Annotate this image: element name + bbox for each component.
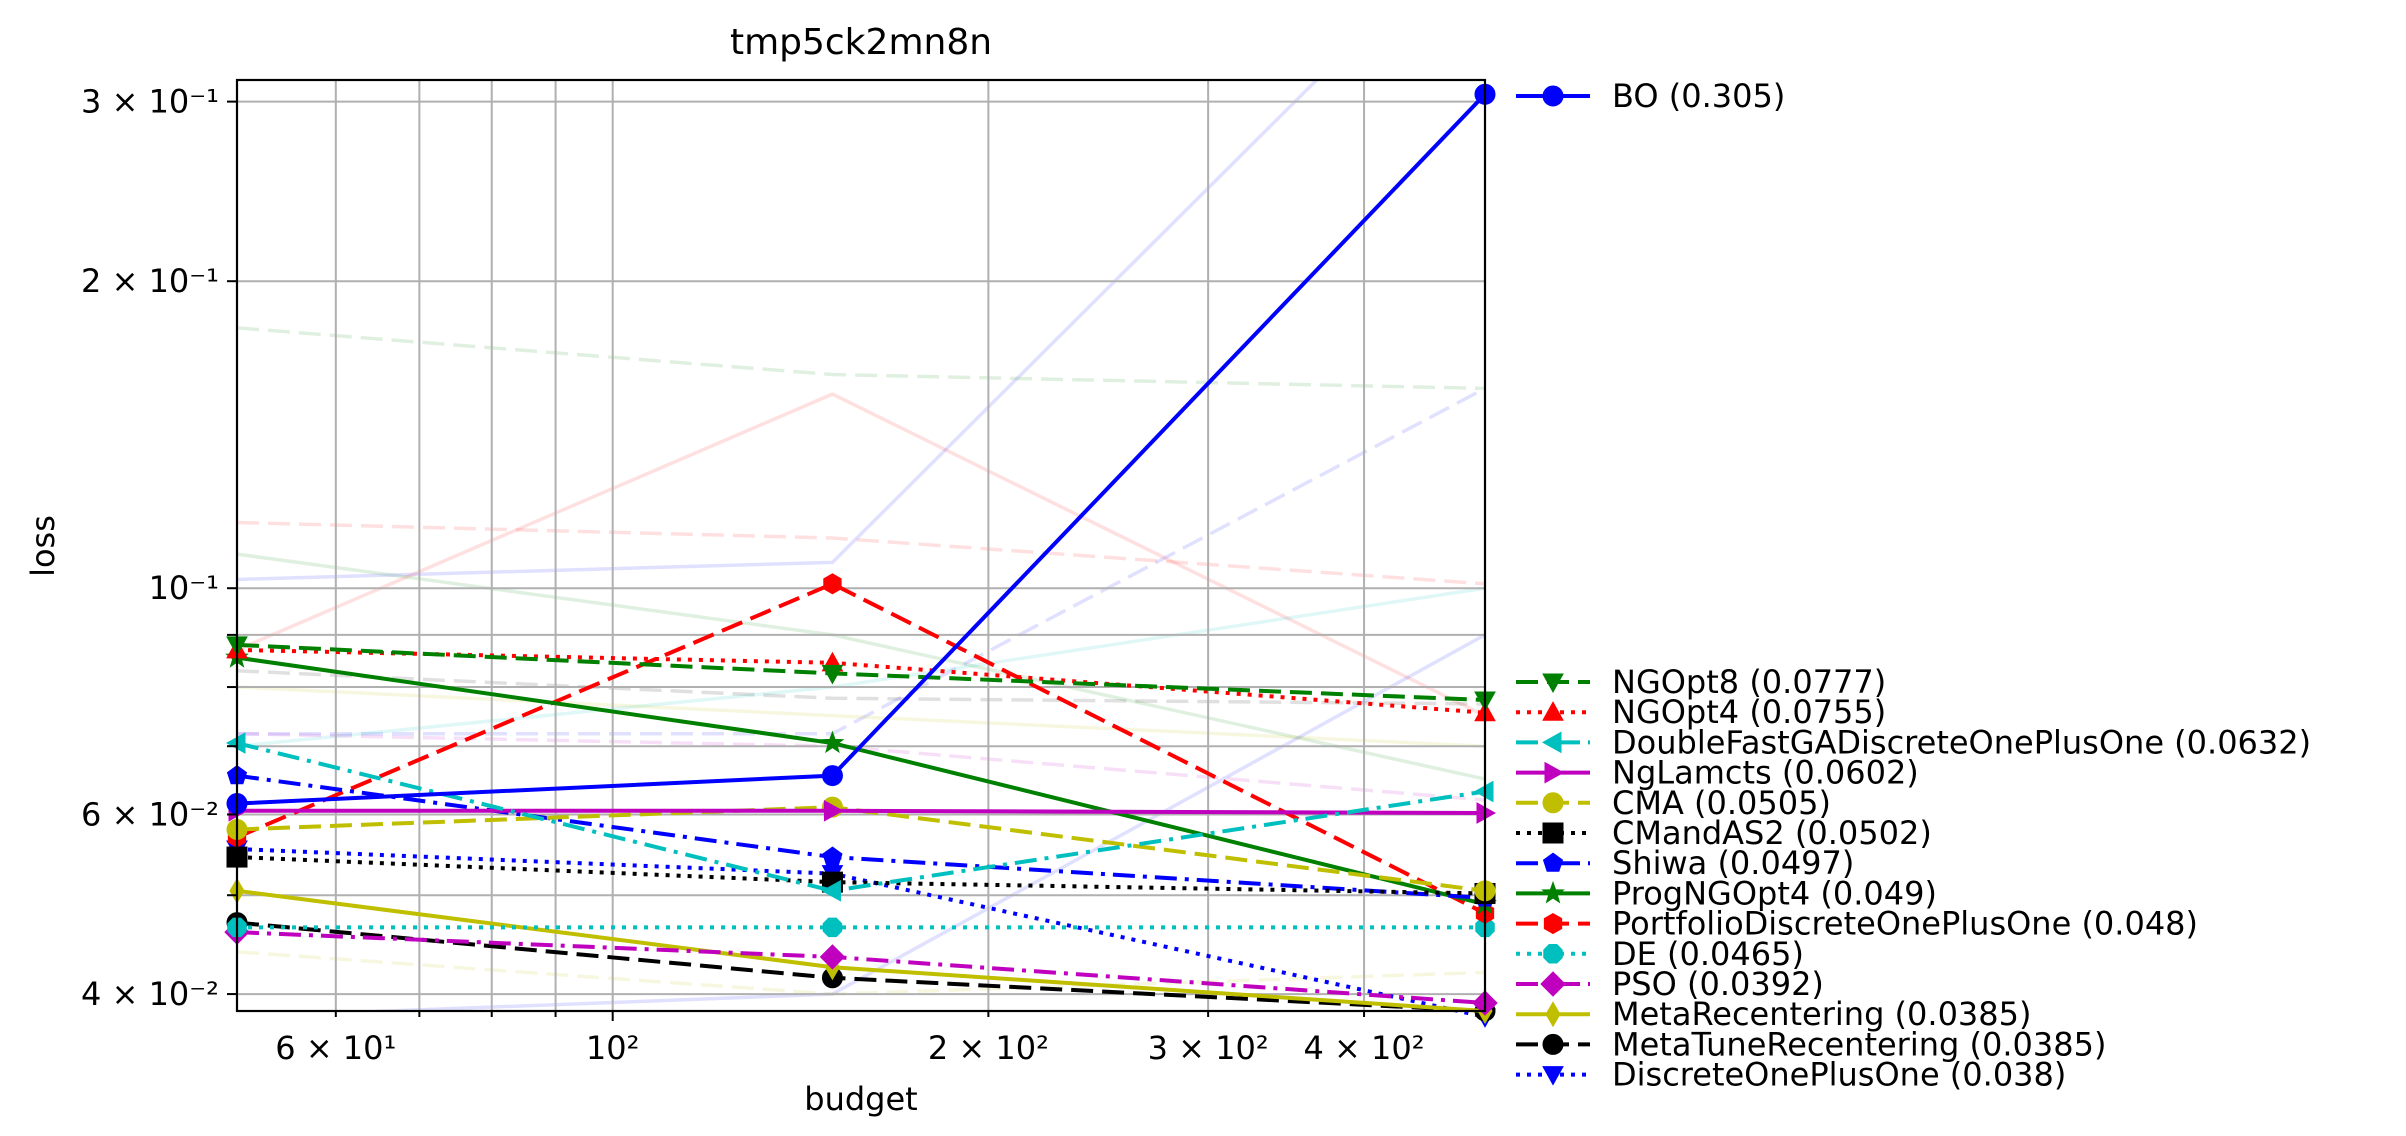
legend: BO (0.305) NGOpt8 (0.0777)NGOpt4 (0.0755)… bbox=[1516, 77, 2311, 1094]
y-tick-label: 6 × 10⁻² bbox=[81, 795, 219, 833]
series-line bbox=[237, 808, 1486, 816]
x-tick-label: 10² bbox=[586, 1029, 640, 1067]
legend-label: DE (0.0465) bbox=[1612, 935, 1804, 973]
legend-label: Shiwa (0.0497) bbox=[1612, 844, 1854, 882]
data-point bbox=[1541, 880, 1565, 904]
legend-label: PortfolioDiscreteOnePlusOne (0.048) bbox=[1612, 905, 2198, 943]
data-point bbox=[823, 799, 844, 822]
legend-label: ProgNGOpt4 (0.049) bbox=[1612, 874, 1937, 912]
legend-label: MetaTuneRecentering (0.0385) bbox=[1612, 1025, 2106, 1063]
background-line bbox=[237, 520, 1485, 586]
data-point bbox=[822, 846, 843, 866]
data-point bbox=[1542, 673, 1564, 694]
data-point bbox=[823, 573, 842, 595]
background-line bbox=[237, 80, 1320, 582]
legend-label: PSO (0.0392) bbox=[1612, 965, 1824, 1003]
background-line bbox=[237, 685, 1485, 748]
legend-item: PSO (0.0392) bbox=[1516, 965, 1824, 1003]
legend-item: NgLamcts (0.0602) bbox=[1516, 754, 1919, 792]
series-lines bbox=[224, 83, 1498, 1028]
data-point bbox=[1541, 731, 1562, 754]
data-point bbox=[1543, 913, 1563, 935]
series-line bbox=[236, 581, 1486, 916]
y-tick-label: 10⁻¹ bbox=[149, 569, 219, 607]
legend-label: CMA (0.0505) bbox=[1612, 784, 1831, 822]
legend-label: MetaRecentering (0.0385) bbox=[1612, 995, 2031, 1033]
data-point bbox=[821, 765, 843, 787]
series-line bbox=[236, 741, 1486, 893]
legend-item: DiscreteOnePlusOne (0.038) bbox=[1516, 1056, 2066, 1094]
legend-label: NGOpt8 (0.0777) bbox=[1612, 663, 1886, 701]
data-point bbox=[1542, 1066, 1564, 1086]
data-point bbox=[821, 664, 844, 685]
chart-title: tmp5ck2mn8n bbox=[730, 22, 992, 63]
data-point bbox=[1542, 792, 1564, 814]
legend-item: DoubleFastGADiscreteOnePlusOne (0.0632) bbox=[1516, 723, 2311, 761]
y-tick-label: 3 × 10⁻¹ bbox=[81, 83, 219, 121]
x-axis-ticks: 6 × 10¹ 10² 2 × 10² 3 × 10² 4 × 10² bbox=[275, 1011, 1425, 1067]
y-axis-ticks: 4 × 10⁻² 6 × 10⁻² 10⁻¹ 2 × 10⁻¹ 3 × 10⁻¹ bbox=[81, 83, 237, 1013]
x-tick-label: 4 × 10² bbox=[1304, 1029, 1425, 1067]
data-point bbox=[819, 944, 846, 970]
data-point bbox=[821, 879, 841, 902]
legend-label: DoubleFastGADiscreteOnePlusOne (0.0632) bbox=[1612, 723, 2311, 761]
data-point bbox=[1540, 971, 1566, 997]
grid-lines bbox=[237, 80, 1485, 1011]
y-axis-label: loss bbox=[24, 515, 62, 577]
legend-item: NGOpt4 (0.0755) bbox=[1516, 693, 1886, 731]
data-point bbox=[1542, 85, 1564, 107]
x-tick-label: 3 × 10² bbox=[1148, 1029, 1269, 1067]
background-line bbox=[237, 392, 1485, 718]
data-point bbox=[1542, 822, 1564, 844]
data-point bbox=[1542, 852, 1564, 872]
legend-item: MetaTuneRecentering (0.0385) bbox=[1516, 1025, 2106, 1063]
y-tick-label: 4 × 10⁻² bbox=[81, 975, 219, 1013]
legend-item: CMandAS2 (0.0502) bbox=[1516, 814, 1932, 852]
data-point bbox=[1545, 1001, 1561, 1028]
data-point bbox=[820, 730, 845, 754]
y-tick-label: 2 × 10⁻¹ bbox=[81, 262, 219, 300]
plot-frame bbox=[235, 78, 1487, 1013]
x-axis-label: budget bbox=[804, 1080, 917, 1118]
legend-label: CMandAS2 (0.0502) bbox=[1612, 814, 1932, 852]
data-point bbox=[1544, 761, 1565, 784]
legend-item: MetaRecentering (0.0385) bbox=[1516, 995, 2031, 1033]
legend-item: DE (0.0465) bbox=[1516, 935, 1804, 973]
legend-item: PortfolioDiscreteOnePlusOne (0.048) bbox=[1516, 905, 2198, 943]
data-point bbox=[1542, 701, 1564, 721]
legend-label: NGOpt4 (0.0755) bbox=[1612, 693, 1886, 731]
legend-item: Shiwa (0.0497) bbox=[1516, 844, 1854, 882]
legend-item: ProgNGOpt4 (0.049) bbox=[1516, 874, 1937, 912]
data-point bbox=[1542, 1033, 1564, 1055]
legend-item: CMA (0.0505) bbox=[1516, 784, 1831, 822]
background-line bbox=[237, 669, 1485, 706]
data-point bbox=[1543, 944, 1563, 964]
legend-label: BO (0.305) bbox=[1612, 77, 1785, 115]
legend-item: NGOpt8 (0.0777) bbox=[1516, 663, 1886, 701]
legend-label: DiscreteOnePlusOne (0.038) bbox=[1612, 1056, 2066, 1094]
background-line bbox=[237, 326, 1485, 391]
x-tick-label: 2 × 10² bbox=[928, 1029, 1049, 1067]
x-tick-label: 6 × 10¹ bbox=[275, 1029, 396, 1067]
legend-item: BO (0.305) bbox=[1516, 77, 1785, 115]
data-point bbox=[822, 917, 843, 938]
legend-label: NgLamcts (0.0602) bbox=[1612, 754, 1919, 792]
